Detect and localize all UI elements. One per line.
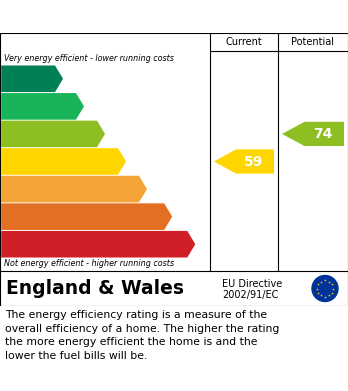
Text: D: D <box>116 154 128 169</box>
Text: (92-100): (92-100) <box>5 74 39 83</box>
Text: B: B <box>74 99 86 114</box>
Text: 59: 59 <box>244 154 263 169</box>
Text: (21-38): (21-38) <box>5 212 34 221</box>
Text: C: C <box>95 126 106 142</box>
Text: Not energy efficient - higher running costs: Not energy efficient - higher running co… <box>4 259 174 268</box>
Polygon shape <box>1 120 105 147</box>
Text: England & Wales: England & Wales <box>6 279 184 298</box>
Text: (55-68): (55-68) <box>5 157 34 166</box>
Text: (39-54): (39-54) <box>5 185 34 194</box>
Polygon shape <box>1 148 126 175</box>
Text: EU Directive: EU Directive <box>222 279 282 289</box>
Text: G: G <box>185 237 198 252</box>
Polygon shape <box>1 65 63 92</box>
Polygon shape <box>1 203 172 230</box>
Text: E: E <box>138 181 148 197</box>
Text: Potential: Potential <box>292 37 334 47</box>
Polygon shape <box>1 176 147 203</box>
Text: The energy efficiency rating is a measure of the
overall efficiency of a home. T: The energy efficiency rating is a measur… <box>5 310 279 361</box>
Text: A: A <box>53 71 65 86</box>
Polygon shape <box>1 93 84 120</box>
Text: (1-20): (1-20) <box>5 240 29 249</box>
Text: F: F <box>163 209 173 224</box>
Polygon shape <box>1 231 195 258</box>
Text: 2002/91/EC: 2002/91/EC <box>222 290 278 300</box>
Polygon shape <box>282 122 344 146</box>
Text: (81-91): (81-91) <box>5 102 34 111</box>
Text: (69-80): (69-80) <box>5 129 34 138</box>
Text: 74: 74 <box>313 127 332 141</box>
Circle shape <box>312 276 338 301</box>
Text: Current: Current <box>226 37 262 47</box>
Polygon shape <box>214 149 274 174</box>
Text: Energy Efficiency Rating: Energy Efficiency Rating <box>6 9 228 24</box>
Text: Very energy efficient - lower running costs: Very energy efficient - lower running co… <box>4 54 174 63</box>
